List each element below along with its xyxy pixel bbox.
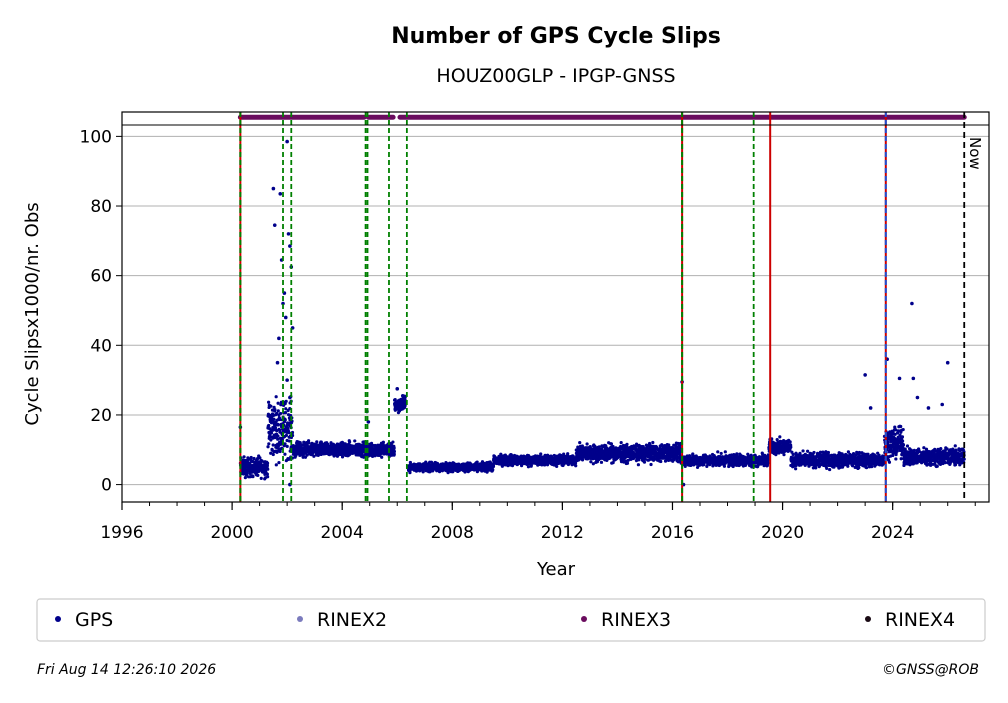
gps-point xyxy=(723,465,726,468)
gps-point xyxy=(812,451,815,454)
gps-point xyxy=(256,474,259,477)
gps-point xyxy=(814,466,817,469)
gps-point xyxy=(284,411,287,414)
gps-point xyxy=(269,405,272,408)
gps-point xyxy=(285,400,288,403)
gps-point xyxy=(555,465,558,468)
gps-point xyxy=(611,445,614,448)
gps-point xyxy=(266,445,269,448)
gps-point xyxy=(275,463,278,466)
gps-point xyxy=(720,452,723,455)
gps-point xyxy=(678,447,681,450)
gps-point xyxy=(277,423,280,426)
gps-point xyxy=(724,450,727,453)
gps-point xyxy=(274,426,277,429)
gps-point xyxy=(857,466,860,469)
gps-point xyxy=(242,455,245,458)
gps-point xyxy=(637,463,640,466)
gps-point xyxy=(626,462,629,465)
gps-point xyxy=(827,451,830,454)
gps-point xyxy=(273,408,276,411)
gps-point xyxy=(846,465,849,468)
gps-point xyxy=(566,452,569,455)
gps-point xyxy=(252,457,255,460)
gps-point xyxy=(651,441,654,444)
gps-points xyxy=(239,140,966,487)
gps-point xyxy=(492,465,495,468)
gps-point xyxy=(272,418,275,421)
chart-title: Number of GPS Cycle Slips xyxy=(391,24,721,49)
gps-point xyxy=(585,442,588,445)
gps-point xyxy=(828,468,831,471)
gps-point xyxy=(527,465,530,468)
gps-point xyxy=(307,441,310,444)
gps-point xyxy=(794,467,797,470)
gps-point xyxy=(589,460,592,463)
gps-point xyxy=(353,439,356,442)
gps-point xyxy=(491,468,494,471)
gps-point xyxy=(789,445,792,448)
gps-point xyxy=(620,441,623,444)
gps-point xyxy=(578,441,581,444)
gps-point xyxy=(283,453,286,456)
gps-point xyxy=(270,431,273,434)
gps-point xyxy=(272,453,275,456)
gps-point xyxy=(643,461,646,464)
gps-point xyxy=(574,464,577,467)
gps-point xyxy=(789,440,792,443)
gps-point xyxy=(276,434,279,437)
gps-point xyxy=(625,443,628,446)
gps-point xyxy=(266,475,269,478)
gps-point xyxy=(275,395,278,398)
gps-point xyxy=(750,454,753,457)
gps-point xyxy=(266,468,269,471)
gps-point xyxy=(287,431,290,434)
gps-point xyxy=(825,467,828,470)
gps-point xyxy=(539,452,542,455)
chart-subtitle: HOUZ00GLP - IPGP-GNSS xyxy=(436,65,675,87)
gps-point xyxy=(422,470,425,473)
gps-point xyxy=(341,455,344,458)
gps-point xyxy=(393,450,396,453)
gps-point xyxy=(285,434,288,437)
gps-point xyxy=(600,461,603,464)
gps-point xyxy=(279,412,282,415)
gps-point xyxy=(778,435,781,438)
gps-point xyxy=(348,440,351,443)
gps-point xyxy=(792,453,795,456)
gps-point xyxy=(391,440,394,443)
grid-lines xyxy=(122,136,989,484)
gps-point xyxy=(276,402,279,405)
gps-point xyxy=(251,475,254,478)
gps-point xyxy=(286,445,289,448)
gps-point xyxy=(260,477,263,480)
gps-point xyxy=(393,446,396,449)
gps-point xyxy=(277,461,280,464)
gps-point xyxy=(277,409,280,412)
gps-point xyxy=(782,453,785,456)
gps-point xyxy=(267,442,270,445)
gps-point xyxy=(267,401,270,404)
gps-point xyxy=(382,441,385,444)
gps-point xyxy=(649,463,652,466)
gps-point xyxy=(865,466,868,469)
gps-point xyxy=(659,460,662,463)
gps-point xyxy=(267,424,270,427)
gps-point xyxy=(380,456,383,459)
gps-point xyxy=(581,458,584,461)
gps-point xyxy=(394,398,397,401)
gps-point xyxy=(272,443,275,446)
gps-point xyxy=(801,449,804,452)
gps-point xyxy=(716,450,719,453)
gps-point xyxy=(284,418,287,421)
gps-point xyxy=(806,450,809,453)
gps-point xyxy=(684,465,687,468)
gps-point xyxy=(266,462,269,465)
gps-point xyxy=(250,456,253,459)
gps-point xyxy=(315,440,318,443)
